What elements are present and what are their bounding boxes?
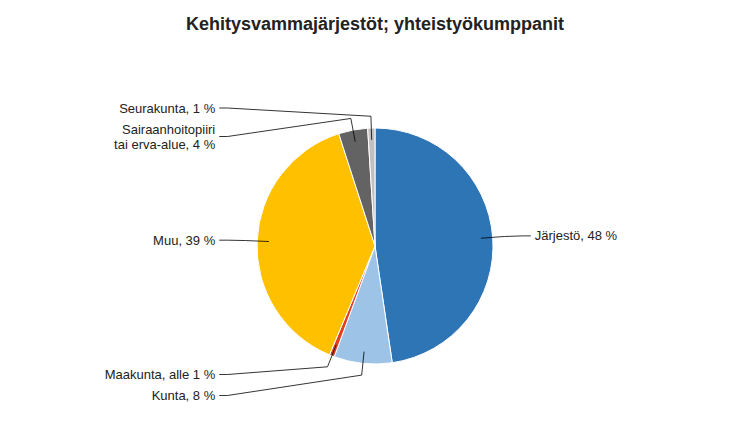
background <box>0 0 750 436</box>
slice-label: Kunta, 8 % <box>152 388 216 403</box>
leader-line <box>219 345 336 375</box>
slice <box>339 128 375 246</box>
slices <box>257 128 493 364</box>
leader-line <box>219 108 371 140</box>
slice-label: Maakunta, alle 1 % <box>105 367 216 382</box>
slice-label: Sairaanhoitopiiritai erva-alue, 4 % <box>114 122 216 152</box>
slice-label: Muu, 39 % <box>153 233 216 248</box>
title: Kehitysvammajärjestöt; yhteistyökumppani… <box>186 14 564 34</box>
slice <box>375 128 493 363</box>
slice-label: Järjestö, 48 % <box>535 228 618 243</box>
chart: Kehitysvammajärjestöt; yhteistyökumppani… <box>0 0 750 436</box>
slice <box>368 128 375 246</box>
leader-line <box>219 118 355 141</box>
labels: Järjestö, 48 % Kunta, 8 % Maakunta, alle 1… <box>105 101 618 403</box>
pie: Järjestö, 48 % Kunta, 8 % Maakunta, alle 1… <box>105 101 618 403</box>
leader-line <box>219 240 269 241</box>
leader-lines <box>219 108 531 395</box>
slice-label: Seurakunta, 1 % <box>119 101 216 116</box>
leader-line <box>481 236 531 238</box>
